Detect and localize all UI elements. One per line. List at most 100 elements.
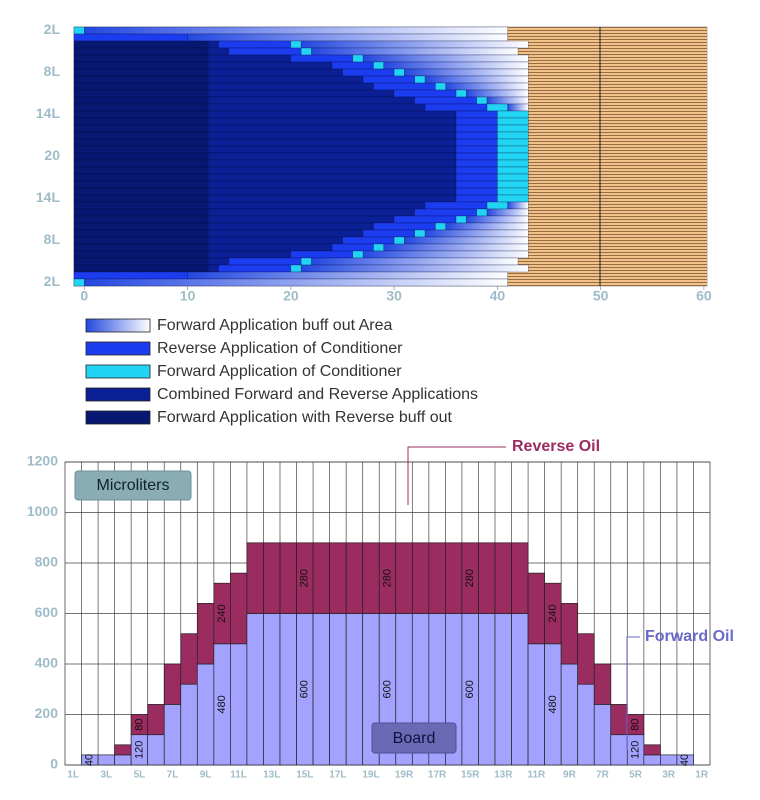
bar-segment: [445, 542, 463, 614]
bar-segment: [73, 68, 209, 77]
bar-segment: [207, 159, 457, 168]
bar-segment: [497, 145, 529, 154]
bar-segment: [73, 131, 209, 140]
legend-label: Forward Application buff out Area: [157, 317, 393, 334]
bar-segment: [207, 40, 219, 49]
bar-segment: [97, 754, 115, 766]
bar-segment: [494, 542, 512, 614]
bar-segment: [643, 754, 661, 766]
bar-segment: [393, 68, 405, 77]
data-label: 80: [629, 718, 641, 730]
legend-label: Reverse Application of Conditioner: [157, 340, 403, 357]
data-label: 240: [547, 604, 559, 622]
x-tick-label: 1L: [67, 770, 79, 781]
bar-segment: [207, 103, 426, 112]
bar-segment: [290, 250, 354, 259]
ylabel: Microliters: [97, 477, 170, 494]
x-tick-label: 5L: [134, 770, 146, 781]
bar-segment: [207, 131, 457, 140]
bar-segment: [428, 542, 446, 614]
bar-segment: [207, 180, 457, 189]
data-label: 600: [381, 680, 393, 698]
bar-segment: [466, 89, 529, 98]
bar-segment: [395, 542, 413, 614]
bar-segment: [147, 704, 165, 736]
bar-segment: [424, 201, 488, 210]
x-tick-label: 19L: [362, 770, 379, 781]
bar-segment: [73, 26, 85, 35]
data-label: 40: [84, 754, 96, 766]
bar-segment: [73, 166, 209, 175]
bar-segment: [207, 47, 230, 56]
bar-segment: [383, 243, 529, 252]
bar-segment: [207, 236, 343, 245]
bar-segment: [455, 215, 467, 224]
legend-swatch: [85, 318, 151, 333]
bar-segment: [207, 96, 416, 105]
callout-label: Reverse Oil: [512, 438, 600, 455]
bar-segment: [196, 663, 215, 766]
y-tick-label: 2L: [44, 273, 61, 289]
bar-segment: [180, 633, 198, 685]
y-tick-label: 1200: [27, 453, 58, 469]
x-tick-label: 60: [696, 288, 712, 304]
bar-segment: [497, 131, 529, 140]
x-tick-label: 17R: [428, 770, 447, 781]
data-label: 480: [547, 695, 559, 713]
bar-segment: [643, 744, 661, 756]
bar-segment: [455, 138, 498, 147]
data-label: 40: [679, 754, 691, 766]
y-tick-label: 8L: [44, 231, 61, 247]
data-label: 280: [464, 569, 476, 587]
bar-segment: [300, 47, 312, 56]
bar-segment: [560, 663, 579, 766]
bar-segment: [455, 166, 498, 175]
bar-segment: [73, 110, 209, 119]
bar-segment: [207, 117, 457, 126]
bar-segment: [73, 159, 209, 168]
bar-segment: [73, 145, 209, 154]
x-tick-label: 15R: [461, 770, 480, 781]
bar-segment: [455, 159, 498, 168]
x-tick-label: 10: [180, 288, 196, 304]
data-label: 480: [216, 695, 228, 713]
y-tick-label: 1000: [27, 503, 58, 519]
bar-segment: [507, 103, 529, 112]
ylabel-box: [74, 470, 192, 501]
bar-segment: [246, 613, 264, 766]
bar-segment: [455, 124, 498, 133]
y-tick-label: 0: [50, 756, 58, 772]
bar-segment: [476, 96, 488, 105]
bar-segment: [577, 633, 595, 685]
top-chart: 2L 8L 14L 20 14L 8L 2L 0 10 20 30 40 50 60 Forward App…: [36, 21, 712, 426]
bar-segment: [414, 96, 477, 105]
legend-label: Forward Application with Reverse buff ou…: [157, 409, 453, 426]
bar-segment: [73, 138, 209, 147]
bar-segment: [478, 613, 496, 766]
bar-segment: [373, 243, 385, 252]
bar-segment: [345, 613, 364, 766]
data-label: 600: [464, 680, 476, 698]
bar-segment: [73, 201, 209, 210]
bar-segment: [73, 75, 209, 84]
bar-segment: [373, 222, 436, 231]
bar-segment: [73, 40, 209, 49]
bar-segment: [263, 542, 281, 614]
data-label: 280: [381, 569, 393, 587]
bar-segment: [497, 194, 529, 203]
bar-segment: [207, 54, 292, 63]
bar-segment: [455, 152, 498, 161]
bar-segment: [114, 754, 132, 766]
bar-segment: [73, 229, 209, 238]
x-tick-label: 13L: [263, 770, 280, 781]
bar-segment: [497, 166, 529, 175]
bar-segment: [147, 734, 165, 766]
bar-segment: [331, 243, 374, 252]
bar-segment: [163, 704, 182, 766]
bar-segment: [180, 683, 198, 766]
y-tick-label: 800: [35, 554, 59, 570]
bar-segment: [466, 215, 529, 224]
bar-segment: [84, 278, 508, 287]
bar-segment: [414, 208, 477, 217]
